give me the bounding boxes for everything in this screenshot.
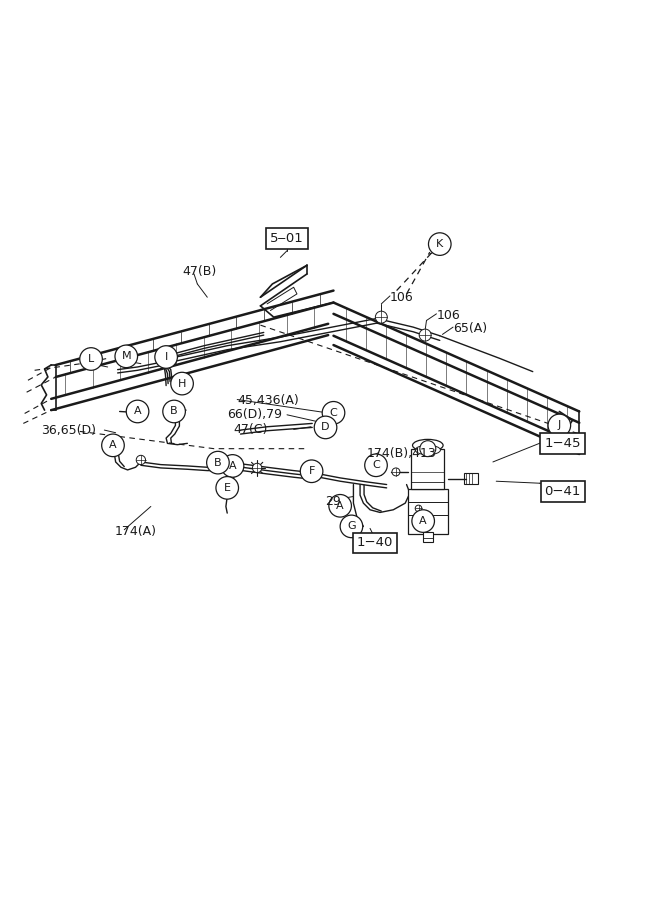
Text: C: C xyxy=(372,460,380,471)
Text: 45,436(A): 45,436(A) xyxy=(237,394,299,408)
Text: 66(D),79: 66(D),79 xyxy=(227,409,282,421)
Circle shape xyxy=(155,346,177,368)
Circle shape xyxy=(171,373,193,395)
Text: 47(B): 47(B) xyxy=(182,266,216,278)
Circle shape xyxy=(415,505,422,512)
Bar xyxy=(422,533,433,542)
Text: A: A xyxy=(336,500,344,511)
Circle shape xyxy=(207,451,229,474)
Text: H: H xyxy=(178,379,186,389)
Text: 106: 106 xyxy=(390,291,414,303)
Circle shape xyxy=(101,434,124,456)
Circle shape xyxy=(221,454,244,477)
Circle shape xyxy=(314,416,337,438)
Circle shape xyxy=(253,464,261,472)
Circle shape xyxy=(115,345,137,367)
Circle shape xyxy=(307,465,317,474)
Text: A: A xyxy=(109,440,117,450)
Bar xyxy=(464,473,478,484)
Circle shape xyxy=(175,405,184,414)
Circle shape xyxy=(372,460,382,469)
Text: J: J xyxy=(558,420,561,430)
Circle shape xyxy=(412,509,434,533)
Circle shape xyxy=(126,400,149,423)
Text: B: B xyxy=(170,407,178,417)
Circle shape xyxy=(215,460,224,469)
Circle shape xyxy=(392,468,400,476)
Ellipse shape xyxy=(413,439,443,451)
Text: I: I xyxy=(165,352,167,362)
Circle shape xyxy=(231,460,240,469)
Text: F: F xyxy=(308,466,315,476)
Circle shape xyxy=(80,347,102,370)
Circle shape xyxy=(420,441,436,456)
Circle shape xyxy=(300,460,323,482)
Circle shape xyxy=(109,440,119,449)
Text: A: A xyxy=(420,516,427,526)
Text: E: E xyxy=(223,483,231,493)
Text: 174(A): 174(A) xyxy=(114,526,156,538)
Text: B: B xyxy=(214,457,221,468)
Circle shape xyxy=(216,477,239,500)
Bar xyxy=(412,449,444,489)
Text: 0−41: 0−41 xyxy=(544,485,581,499)
Text: K: K xyxy=(436,239,444,249)
Circle shape xyxy=(322,401,345,424)
Circle shape xyxy=(329,494,352,518)
Bar xyxy=(408,489,448,534)
Text: 106: 106 xyxy=(436,309,460,321)
Circle shape xyxy=(365,454,388,477)
Text: 5‒01: 5‒01 xyxy=(270,232,304,246)
Circle shape xyxy=(376,311,388,323)
Circle shape xyxy=(136,455,145,464)
Text: 65(A): 65(A) xyxy=(453,322,487,335)
Circle shape xyxy=(163,400,185,423)
Circle shape xyxy=(548,414,571,436)
Text: A: A xyxy=(229,461,236,471)
Text: 36,65(D): 36,65(D) xyxy=(41,424,96,436)
Circle shape xyxy=(340,515,363,537)
Text: G: G xyxy=(347,521,356,531)
Text: M: M xyxy=(121,351,131,361)
Text: 47(C): 47(C) xyxy=(234,423,268,436)
Text: L: L xyxy=(88,354,94,364)
Text: D: D xyxy=(321,422,329,432)
Circle shape xyxy=(428,233,451,256)
Text: C: C xyxy=(329,408,338,418)
Text: A: A xyxy=(134,407,141,417)
Text: 174(B),413: 174(B),413 xyxy=(367,447,436,461)
Ellipse shape xyxy=(415,446,440,454)
Circle shape xyxy=(419,329,431,341)
Text: 1−45: 1−45 xyxy=(544,436,581,450)
Text: 1−40: 1−40 xyxy=(356,536,393,550)
Circle shape xyxy=(134,405,145,416)
Text: 29: 29 xyxy=(325,495,341,508)
